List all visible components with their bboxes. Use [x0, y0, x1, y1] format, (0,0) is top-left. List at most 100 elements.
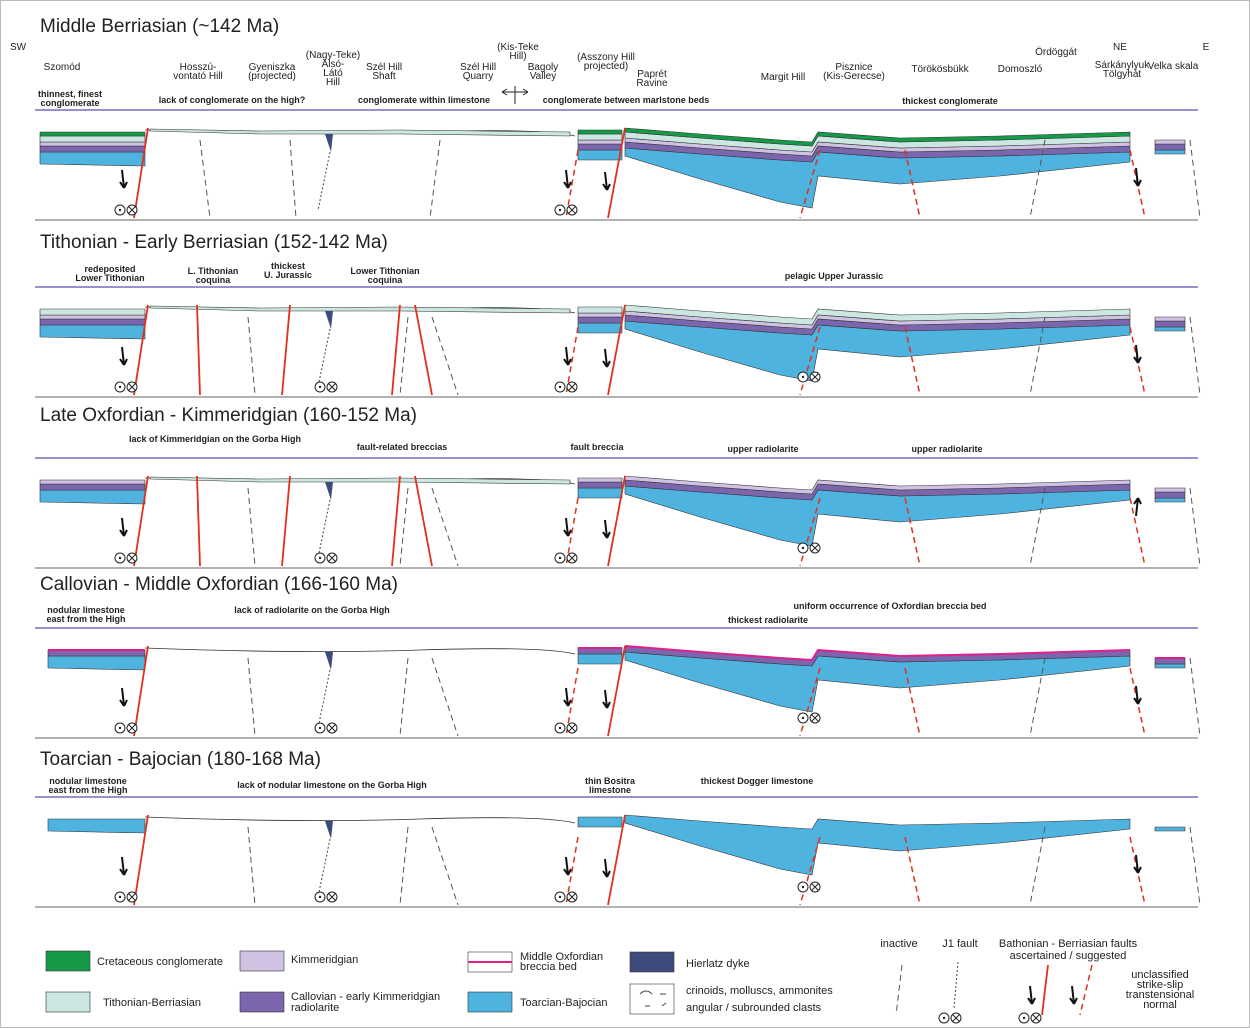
legend-label: radiolarite — [291, 1002, 339, 1014]
stratum-teal — [578, 307, 622, 313]
legend-label: Tithonian-Berriasian — [103, 997, 201, 1009]
legend-label: Hierlatz dyke — [686, 958, 750, 970]
stratum-green — [40, 132, 145, 136]
locality-label: (Kis-Gerecse) — [823, 71, 885, 82]
panel-title: Late Oxfordian - Kimmeridgian (160-152 M… — [40, 405, 417, 426]
panel-note: east from the High — [48, 785, 127, 795]
stratum-purple — [578, 144, 622, 150]
legend-swatch — [46, 951, 90, 971]
strike-slip-symbol — [1023, 1017, 1025, 1019]
stratum-blue — [578, 488, 622, 498]
stratum-blue — [578, 817, 622, 827]
legend-swatch — [468, 992, 512, 1012]
stratum-purple — [1155, 144, 1185, 150]
strike-slip-symbol — [802, 547, 804, 549]
stratum-blue — [48, 819, 145, 833]
stratum-teal — [578, 134, 622, 140]
panel-note: upper radiolarite — [911, 444, 982, 454]
stratum-purple — [578, 482, 622, 488]
locality-label: Margit Hill — [761, 72, 805, 83]
panel-note: thickest conglomerate — [902, 96, 998, 106]
panel-note: fault-related breccias — [357, 442, 448, 452]
panel-title: Tithonian - Early Berriasian (152-142 Ma… — [40, 232, 388, 253]
locality-label: (projected) — [248, 71, 296, 82]
legend-swatch — [240, 992, 284, 1012]
stratum-blue — [40, 325, 145, 339]
panel-note: pelagic Upper Jurassic — [785, 271, 884, 281]
direction-label: SW — [10, 42, 27, 53]
panel-note: lack of radiolarite on the Gorba High — [234, 605, 390, 615]
locality-label: Hill) — [509, 51, 526, 62]
strike-slip-symbol — [319, 386, 321, 388]
stratum-purple — [1155, 492, 1185, 498]
stratum-blue — [40, 490, 145, 504]
strike-slip-symbol — [559, 386, 561, 388]
locality-label: Valley — [530, 71, 557, 82]
strike-slip-symbol — [319, 896, 321, 898]
strike-slip-symbol — [559, 727, 561, 729]
panel-note: uniform occurrence of Oxfordian breccia … — [793, 601, 986, 611]
stratum-green — [578, 130, 622, 134]
legend-label: J1 fault — [942, 938, 977, 950]
stratum-teal — [40, 136, 145, 142]
stratum-lav — [40, 315, 145, 319]
panel-note: lack of Kimmeridgian on the Gorba High — [129, 434, 301, 444]
locality-label: Ördöggát — [1035, 46, 1077, 58]
legend-label: breccia bed — [520, 961, 577, 973]
strike-slip-symbol — [119, 727, 121, 729]
panel-note: upper radiolarite — [727, 444, 798, 454]
stratum-lav — [40, 142, 145, 146]
strike-slip-symbol — [319, 727, 321, 729]
direction-label: E — [1203, 42, 1210, 53]
strike-slip-symbol — [802, 886, 804, 888]
legend-label: Toarcian-Bajocian — [520, 997, 607, 1009]
locality-label: Szomód — [44, 62, 81, 73]
panel-note: limestone — [589, 785, 631, 795]
stratum-blue — [578, 654, 622, 664]
stratum-lav — [578, 140, 622, 144]
figure: SWNEESzomódHosszú-vontató HillGyeniszka(… — [0, 0, 1250, 1028]
legend-label: ascertained / suggested — [1010, 950, 1127, 962]
locality-label: Törökösbükk — [911, 64, 969, 75]
strike-slip-symbol — [119, 896, 121, 898]
strike-slip-symbol — [559, 896, 561, 898]
locality-label: Velka skala — [1148, 61, 1199, 72]
locality-label: Ravine — [636, 78, 668, 89]
strike-slip-symbol — [802, 717, 804, 719]
stratum-purple — [40, 319, 145, 325]
strike-slip-symbol — [802, 376, 804, 378]
legend-swatch — [630, 984, 674, 1014]
stratum-lav — [578, 478, 622, 482]
locality-label: vontató Hill — [173, 71, 222, 82]
panel-note: conglomerate within limestone — [358, 95, 490, 105]
panel-note: thickest radiolarite — [728, 615, 808, 625]
panel-note: coquina — [368, 275, 403, 285]
strike-slip-symbol — [559, 209, 561, 211]
strike-slip-symbol — [319, 557, 321, 559]
locality-label: Quarry — [463, 71, 494, 82]
panel-note: thickest Dogger limestone — [701, 776, 814, 786]
stratum-lav — [578, 313, 622, 317]
legend-label: normal — [1143, 999, 1177, 1011]
strike-slip-symbol — [119, 557, 121, 559]
panel-note: U. Jurassic — [264, 270, 312, 280]
panel-title: Callovian - Middle Oxfordian (166-160 Ma… — [40, 574, 398, 595]
panel-note: coquina — [196, 275, 231, 285]
stratum-blue — [578, 150, 622, 160]
stratum-blue — [1155, 664, 1185, 668]
panel-note: fault breccia — [570, 442, 624, 452]
strike-slip-symbol — [559, 557, 561, 559]
locality-label: Tölgyhát — [1103, 69, 1142, 80]
stratum-lav — [1155, 317, 1185, 321]
locality-label: Shaft — [372, 71, 396, 82]
stratum-lav — [1155, 488, 1185, 492]
stratum-purple — [40, 146, 145, 152]
panel-note: conglomerate — [40, 98, 99, 108]
stratum-blue — [40, 152, 145, 166]
stratum-teal — [40, 309, 145, 315]
locality-label: projected) — [584, 61, 628, 72]
legend-swatch — [630, 952, 674, 972]
stratum-blue — [48, 656, 145, 670]
stratum-blue — [1155, 327, 1185, 331]
locality-label: Hill — [326, 77, 340, 88]
